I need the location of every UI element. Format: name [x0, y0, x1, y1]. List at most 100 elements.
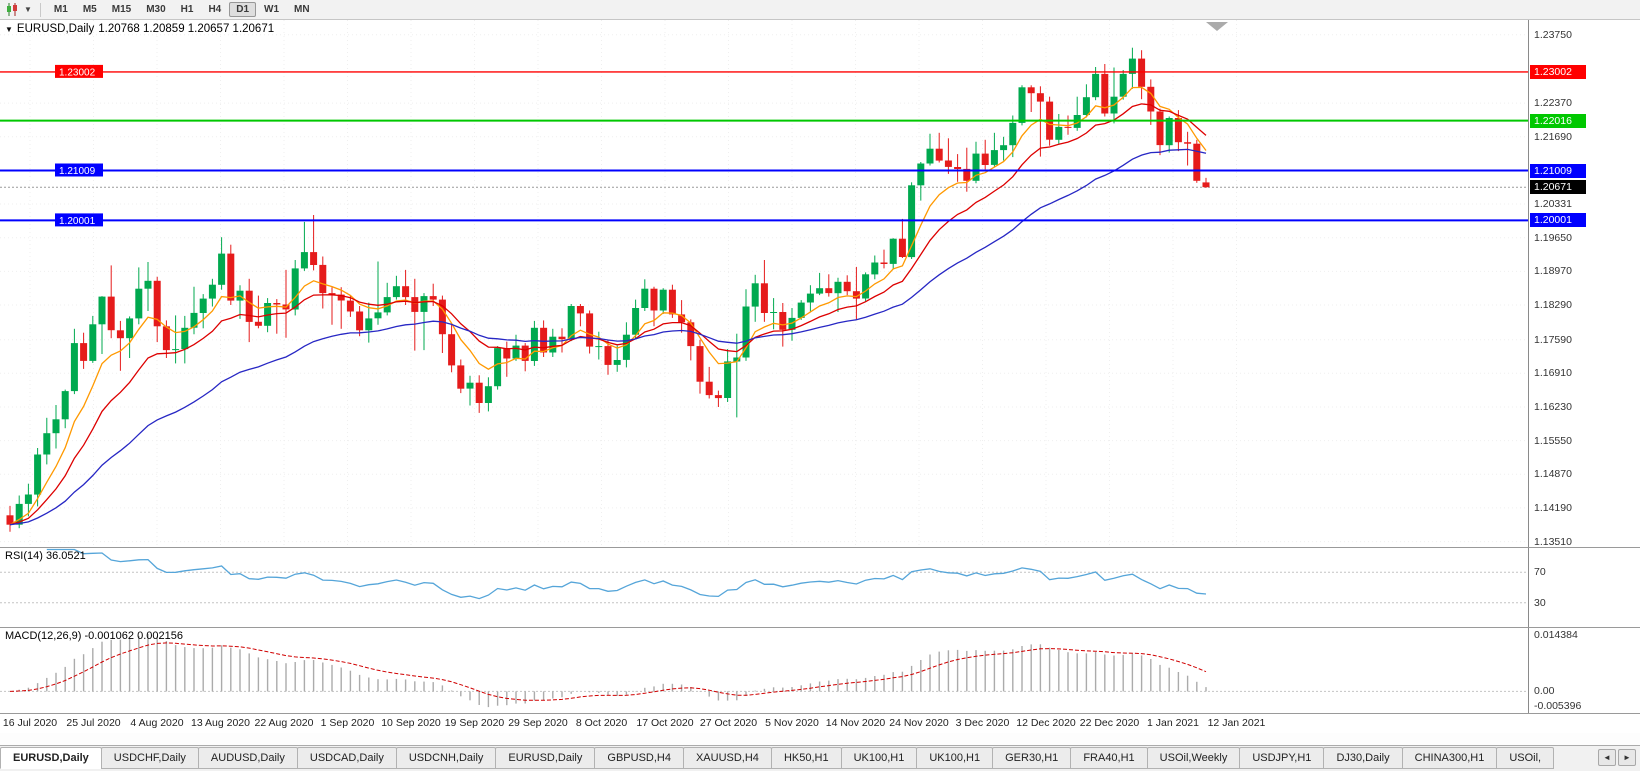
candle-body — [1138, 59, 1145, 87]
candle-body — [945, 161, 952, 167]
timeframe-button-h4[interactable]: H4 — [201, 2, 228, 17]
timeframe-button-d1[interactable]: D1 — [229, 2, 256, 17]
date-label: 19 Sep 2020 — [445, 717, 505, 729]
timeframe-button-m5[interactable]: M5 — [76, 2, 104, 17]
candle-body — [991, 150, 998, 165]
timeframe-button-w1[interactable]: W1 — [257, 2, 286, 17]
date-label: 8 Oct 2020 — [576, 717, 627, 729]
chart-tab-usdjpy-h1[interactable]: USDJPY,H1 — [1239, 747, 1324, 769]
candle-body — [301, 252, 308, 268]
moving-average-line — [10, 149, 1206, 524]
candle-body — [25, 495, 32, 504]
candle-body — [411, 297, 418, 312]
candle-body — [246, 291, 253, 322]
candle-body — [761, 283, 768, 313]
candle-body — [34, 455, 41, 495]
macd-label: MACD(12,26,9) -0.001062 0.002156 — [5, 630, 183, 642]
candle-body — [825, 288, 832, 293]
chart-type-icon[interactable] — [4, 3, 20, 17]
candle-body — [1037, 93, 1044, 101]
rsi-indicator-pane[interactable]: 7030 RSI(14) 36.0521 — [0, 547, 1640, 627]
tabs-scroll-left-button[interactable]: ◄ — [1598, 749, 1616, 766]
candle-body — [632, 308, 639, 335]
main-chart-pane[interactable]: 1.230021.210091.20001 1.237501.223701.21… — [0, 20, 1640, 547]
timeframe-buttons: M1M5M15M30H1H4D1W1MN — [47, 2, 318, 17]
chart-tab-usdcnh-daily[interactable]: USDCNH,Daily — [396, 747, 497, 769]
candle-body — [375, 312, 382, 318]
date-label: 1 Jan 2021 — [1147, 717, 1199, 729]
candle-body — [71, 343, 78, 391]
chart-tab-hk50-h1[interactable]: HK50,H1 — [771, 747, 842, 769]
candle-body — [531, 328, 538, 361]
chart-tab-usdchf-daily[interactable]: USDCHF,Daily — [101, 747, 199, 769]
price-axis[interactable]: 1.237501.223701.216901.203311.196501.189… — [1528, 20, 1640, 547]
chart-type-dropdown-caret[interactable]: ▼ — [22, 5, 34, 14]
candle-body — [936, 149, 943, 161]
chart-tab-eurusd-daily[interactable]: EURUSD,Daily — [495, 747, 595, 769]
timeframe-button-mn[interactable]: MN — [287, 2, 317, 17]
macd-indicator-pane[interactable]: 0.0143840.00-0.005396 MACD(12,26,9) -0.0… — [0, 627, 1640, 713]
timeframe-button-m1[interactable]: M1 — [47, 2, 75, 17]
candle-body — [80, 343, 87, 361]
chart-tab-audusd-daily[interactable]: AUDUSD,Daily — [198, 747, 298, 769]
price-tick-label: 1.14190 — [1534, 502, 1572, 514]
candle-body — [586, 313, 593, 346]
chart-tab-usoil[interactable]: USOil, — [1496, 747, 1554, 769]
macd-axis[interactable]: 0.0143840.00-0.005396 — [1528, 628, 1640, 713]
candle-body — [871, 263, 878, 275]
date-label: 12 Dec 2020 — [1016, 717, 1076, 729]
candle-body — [816, 288, 823, 293]
hline-axis-label: 1.21009 — [1530, 164, 1586, 178]
toolbar-separator — [40, 3, 41, 17]
rsi-label: RSI(14) 36.0521 — [5, 550, 86, 562]
date-label: 12 Jan 2021 — [1208, 717, 1266, 729]
chart-tab-dj30-daily[interactable]: DJ30,Daily — [1323, 747, 1402, 769]
chart-tab-eurusd-daily[interactable]: EURUSD,Daily — [0, 747, 102, 769]
chart-shift-marker[interactable] — [1206, 22, 1228, 31]
price-tick-label: 1.16910 — [1534, 367, 1572, 379]
rsi-axis[interactable]: 7030 — [1528, 548, 1640, 627]
price-tick-label: 1.15550 — [1534, 435, 1572, 447]
chart-tab-uk100-h1[interactable]: UK100,H1 — [841, 747, 918, 769]
hline-price-tag: 1.21009 — [55, 164, 103, 178]
mt4-window: ▼ M1M5M15M30H1H4D1W1MN 1.230021.210091.2… — [0, 0, 1640, 771]
date-label: 16 Jul 2020 — [3, 717, 57, 729]
chart-tab-ger30-h1[interactable]: GER30,H1 — [992, 747, 1071, 769]
timeframe-button-m30[interactable]: M30 — [139, 2, 172, 17]
hline-price-tag: 1.20001 — [55, 213, 103, 227]
hline-axis-label: 1.20001 — [1530, 213, 1586, 227]
candle-body — [807, 294, 814, 303]
candle-body — [1184, 142, 1191, 144]
candle-body — [467, 383, 474, 389]
chart-tab-gbpusd-h4[interactable]: GBPUSD,H4 — [594, 747, 684, 769]
candle-body — [319, 265, 326, 293]
price-tick-label: 1.20331 — [1534, 198, 1572, 210]
candle-body — [1000, 145, 1007, 150]
collapse-caret-icon[interactable]: ▼ — [5, 25, 13, 34]
candle-body — [163, 326, 170, 350]
date-label: 14 Nov 2020 — [826, 717, 886, 729]
price-tick-label: 1.19650 — [1534, 232, 1572, 244]
chart-tab-china300-h1[interactable]: CHINA300,H1 — [1402, 747, 1498, 769]
macd-zero-label: 0.00 — [1534, 685, 1554, 697]
candle-body — [476, 383, 483, 403]
date-label: 27 Oct 2020 — [700, 717, 757, 729]
chart-symbol-period: EURUSD,Daily — [17, 23, 94, 35]
price-tick-label: 1.18970 — [1534, 265, 1572, 277]
date-label: 13 Aug 2020 — [191, 717, 250, 729]
timeframe-button-h1[interactable]: H1 — [174, 2, 201, 17]
date-label: 1 Sep 2020 — [321, 717, 375, 729]
chart-tab-xauusd-h4[interactable]: XAUUSD,H4 — [683, 747, 772, 769]
timeframe-button-m15[interactable]: M15 — [105, 2, 138, 17]
candle-body — [108, 297, 115, 331]
tabs-scroll-right-button[interactable]: ► — [1618, 749, 1636, 766]
chart-tab-uk100-h1[interactable]: UK100,H1 — [916, 747, 993, 769]
svg-text:1.21009: 1.21009 — [59, 166, 96, 177]
date-axis[interactable]: 16 Jul 202025 Jul 20204 Aug 202013 Aug 2… — [0, 713, 1640, 733]
chart-tab-fra40-h1[interactable]: FRA40,H1 — [1070, 747, 1147, 769]
chart-tab-usdcad-daily[interactable]: USDCAD,Daily — [297, 747, 397, 769]
candle-body — [292, 268, 299, 309]
chart-tab-usoil-weekly[interactable]: USOil,Weekly — [1147, 747, 1241, 769]
candle-body — [917, 164, 924, 186]
macd-min-label: -0.005396 — [1534, 700, 1581, 712]
